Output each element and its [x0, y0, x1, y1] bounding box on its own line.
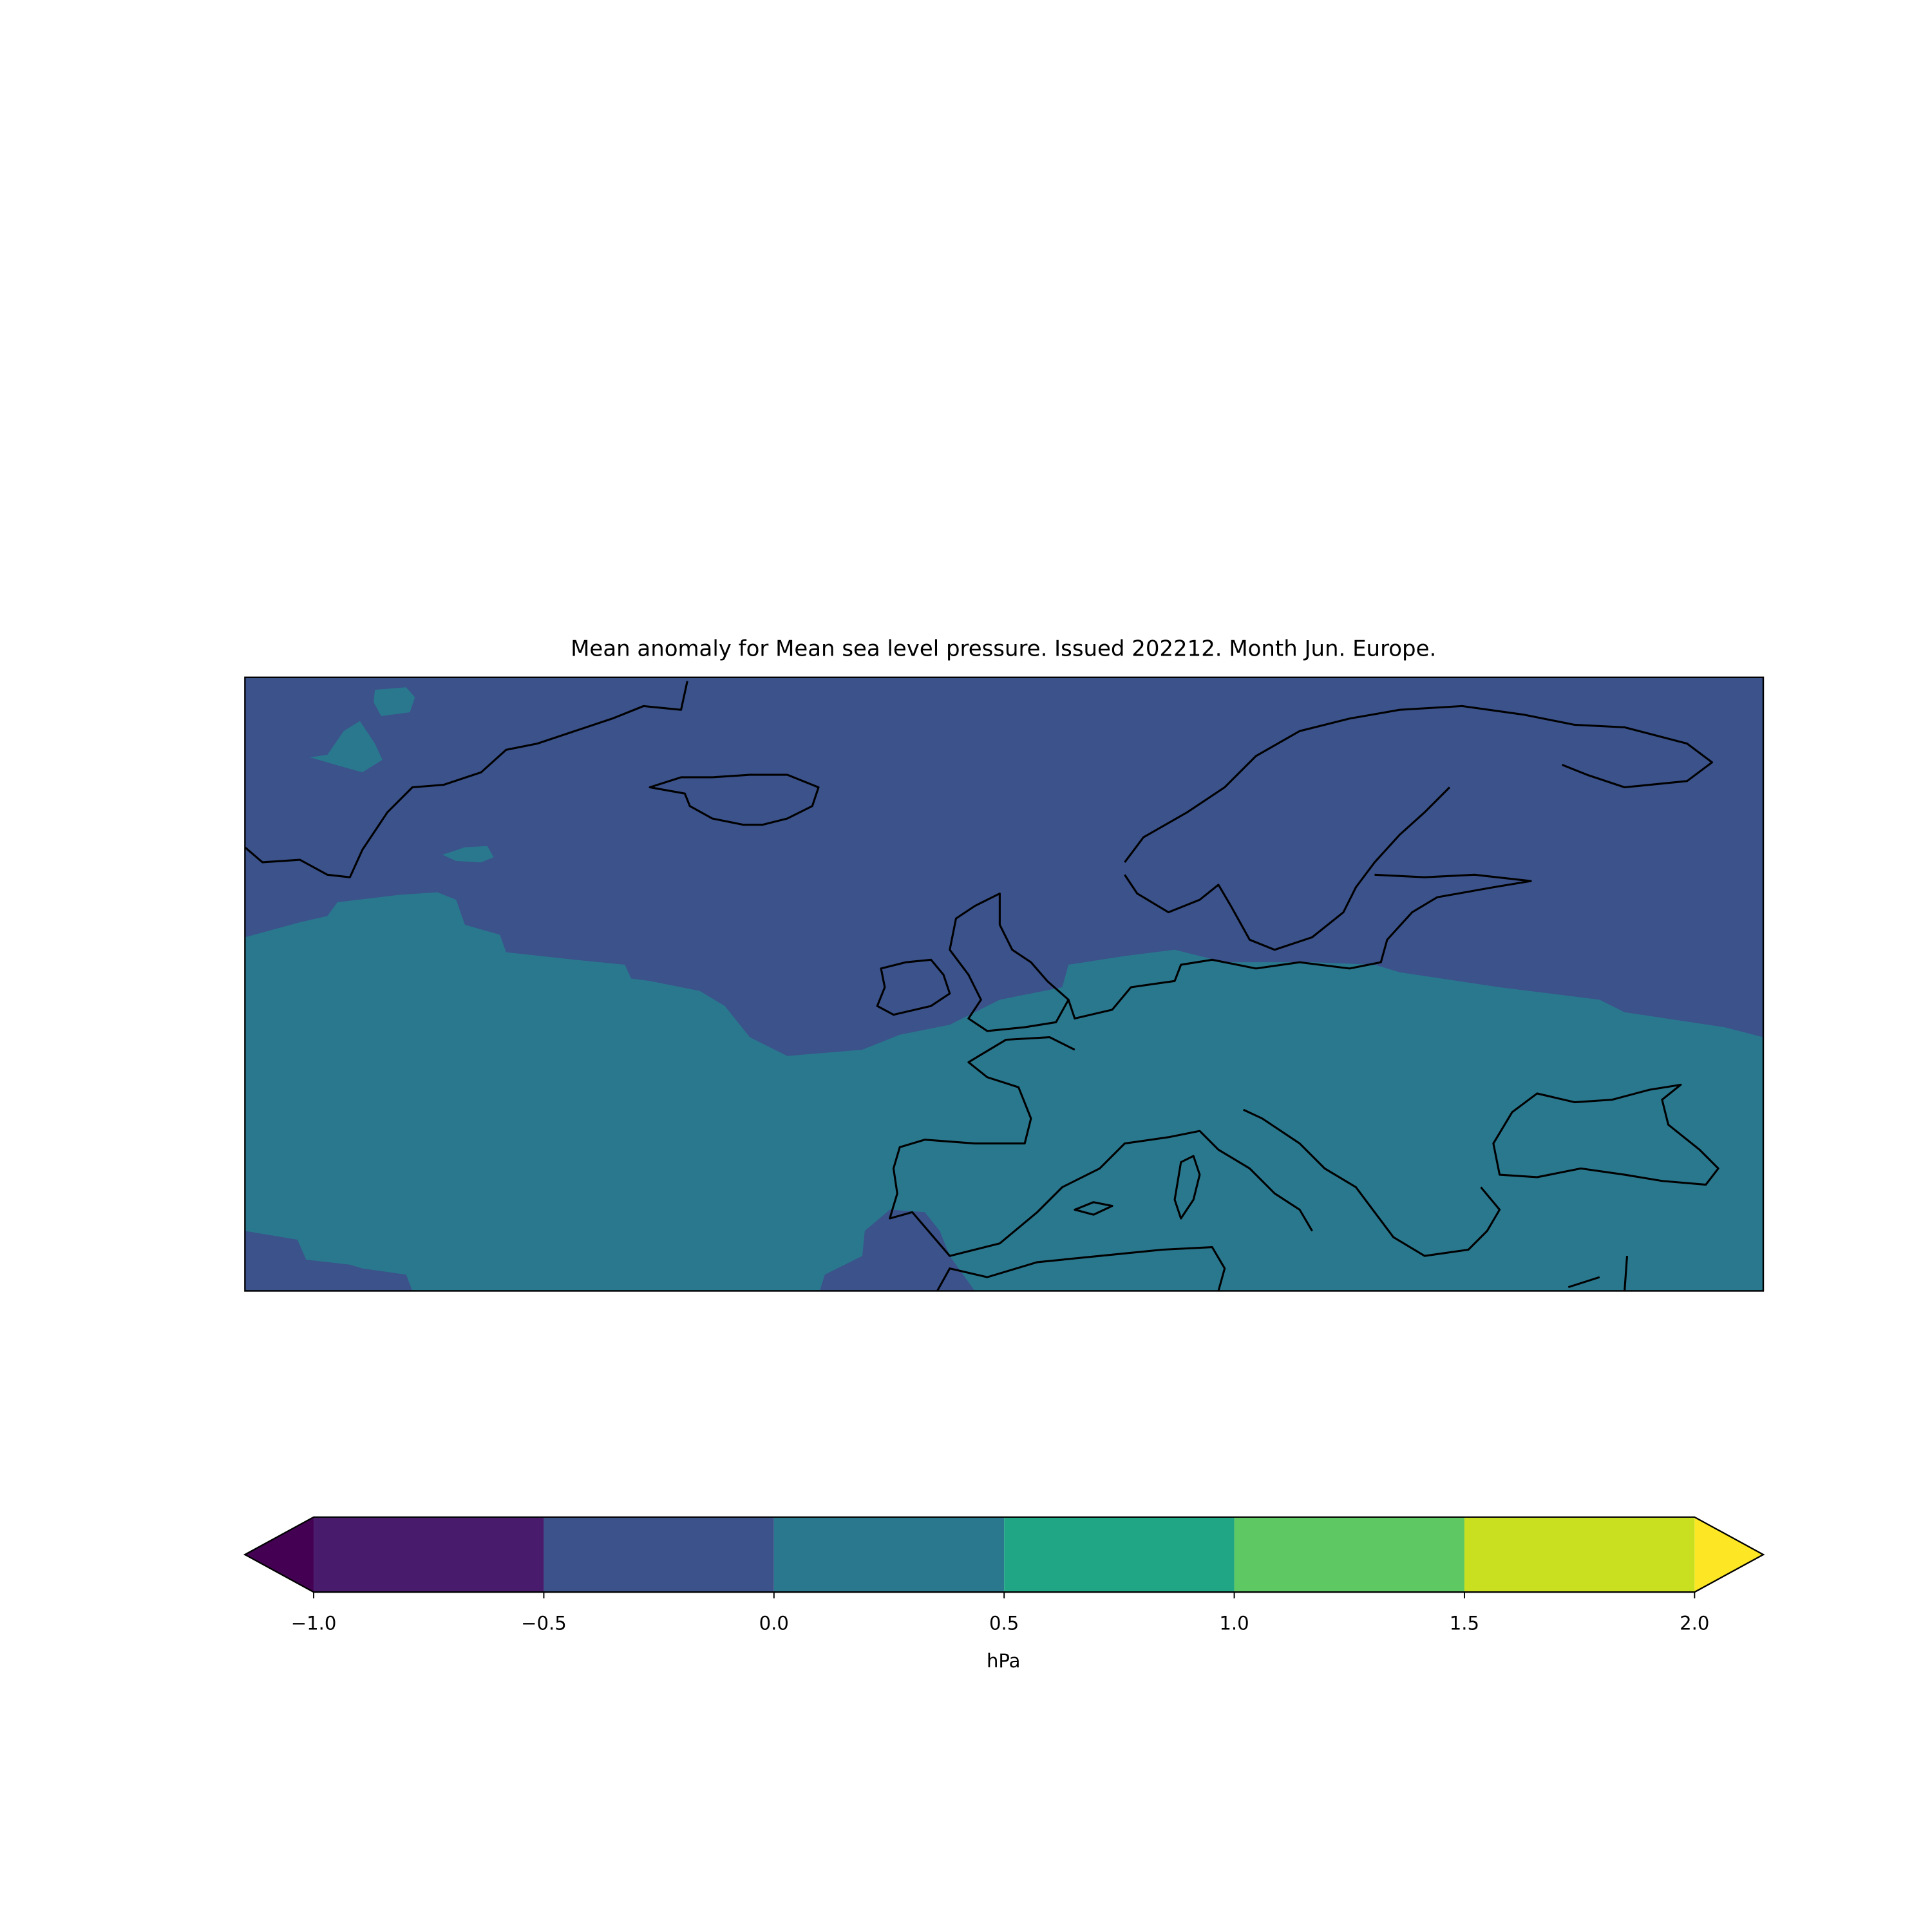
coastline: [889, 873, 1532, 1257]
colorbar-tick-label: −1.0: [291, 1613, 337, 1634]
colorbar-tick-label: 0.0: [759, 1613, 789, 1634]
colorbar-segment: [1234, 1517, 1464, 1593]
colorbar-segment: [1464, 1517, 1695, 1593]
anomaly-region: [310, 721, 383, 773]
coastline: [649, 773, 820, 826]
anomaly-region: [374, 687, 415, 716]
colorbar-tick-label: 1.0: [1219, 1613, 1249, 1634]
coastline: [1492, 1083, 1719, 1186]
coastline: [949, 892, 1070, 1032]
anomaly-region: [245, 892, 1764, 1291]
colorbar-tick-label: 2.0: [1680, 1613, 1709, 1634]
coastline: [936, 1246, 1629, 1291]
colorbar-under: [245, 1517, 314, 1593]
colorbar-segment: [773, 1517, 1005, 1593]
colorbar: −1.0 −0.5 0.0 0.5 1.0 1.5 2.0: [243, 1516, 1765, 1634]
map-title: Mean anomaly for Mean sea level pressure…: [571, 636, 1436, 662]
coastline: [876, 958, 951, 1016]
map: [245, 677, 1764, 1291]
coastline: [1124, 705, 1714, 951]
colorbar-label: hPa: [987, 1650, 1021, 1672]
colorbar-tick-label: −0.5: [521, 1613, 567, 1634]
colorbar-segment: [1004, 1517, 1235, 1593]
coastline: [1074, 1155, 1201, 1220]
coastline: [245, 681, 688, 878]
colorbar-segment: [544, 1517, 774, 1593]
colorbar-segment: [314, 1517, 544, 1593]
colorbar-tick-label: 0.5: [989, 1613, 1019, 1634]
map-border: [244, 676, 1765, 1292]
anomaly-region: [442, 846, 494, 862]
colorbar-tick-label: 1.5: [1450, 1613, 1479, 1634]
colorbar-over: [1694, 1517, 1764, 1593]
